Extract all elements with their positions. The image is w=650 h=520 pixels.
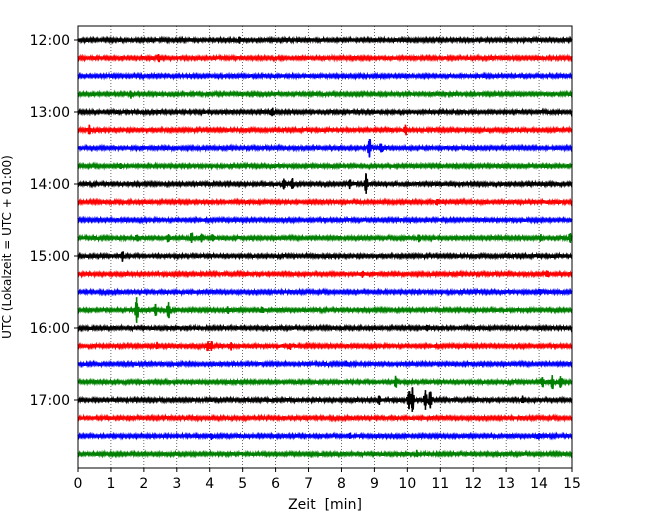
x-tick-label: 14 — [530, 476, 548, 492]
x-axis-ticks: 0 1 2 3 4 5 6 7 8 9 10 11 12 13 14 15 — [74, 468, 581, 492]
trace-line — [77, 251, 573, 262]
trace-row — [77, 53, 573, 63]
x-tick-label: 11 — [431, 476, 449, 492]
x-tick-label: 10 — [398, 476, 416, 492]
trace-row — [77, 215, 573, 225]
seismic-traces — [77, 35, 573, 459]
trace-row — [77, 287, 573, 297]
trace-row — [77, 138, 573, 158]
trace-row — [77, 375, 573, 390]
trace-row — [77, 413, 573, 423]
x-tick-label: 4 — [205, 476, 214, 492]
x-axis-label: Zeit [min] — [288, 497, 362, 513]
trace-line — [77, 269, 573, 279]
x-tick-label: 8 — [337, 476, 346, 492]
trace-row — [77, 359, 573, 369]
plot-frame — [77, 25, 573, 469]
trace-line — [77, 124, 573, 136]
trace-row — [77, 107, 573, 117]
trace-row — [77, 269, 573, 279]
x-tick-label: 9 — [370, 476, 379, 492]
trace-line — [77, 287, 573, 297]
trace-row — [77, 35, 573, 45]
trace-row — [77, 297, 573, 323]
plot-background — [78, 26, 572, 468]
trace-row — [77, 431, 573, 441]
trace-row — [77, 449, 573, 459]
trace-line — [77, 89, 573, 99]
trace-line — [77, 215, 573, 225]
trace-line — [77, 359, 573, 369]
trace-line — [77, 387, 573, 410]
x-tick-label: 7 — [304, 476, 313, 492]
trace-row — [77, 89, 573, 99]
x-tick-label: 3 — [172, 476, 181, 492]
y-axis-ticks: 12:00 13:00 14:00 15:00 16:00 17:00 — [30, 33, 78, 409]
y-tick-label: 14:00 — [30, 177, 70, 193]
trace-line — [77, 302, 573, 321]
y-tick-label: 12:00 — [30, 33, 70, 49]
x-tick-label: 1 — [106, 476, 115, 492]
trace-line — [77, 173, 573, 191]
trace-row — [77, 387, 573, 412]
trace-line — [77, 138, 573, 158]
x-tick-label: 15 — [563, 476, 581, 492]
trace-line — [77, 431, 573, 441]
trace-line — [77, 161, 573, 171]
x-tick-label: 0 — [74, 476, 83, 492]
trace-row — [77, 124, 573, 136]
x-tick-label: 6 — [271, 476, 280, 492]
y-tick-label: 17:00 — [30, 393, 70, 409]
trace-line — [77, 413, 573, 423]
trace-row — [77, 341, 573, 352]
y-axis-label: UTC (Lokalzeit = UTC + 01:00) — [0, 155, 14, 339]
trace-line — [77, 232, 573, 243]
trace-line — [77, 341, 573, 352]
trace-row — [77, 323, 573, 333]
y-tick-label: 13:00 — [30, 105, 70, 121]
trace-line — [77, 197, 573, 207]
trace-row — [77, 251, 573, 262]
trace-row — [77, 173, 573, 194]
y-tick-label: 16:00 — [30, 321, 70, 337]
trace-line — [77, 323, 573, 333]
trace-row — [77, 232, 573, 243]
x-tick-label: 5 — [238, 476, 247, 492]
trace-line — [77, 53, 573, 63]
trace-row — [77, 71, 573, 81]
trace-line — [77, 375, 573, 390]
trace-line — [77, 71, 573, 81]
x-tick-label: 2 — [139, 476, 148, 492]
trace-line — [77, 449, 573, 459]
trace-line — [77, 107, 573, 117]
trace-line — [77, 35, 573, 45]
trace-row — [77, 161, 573, 171]
trace-row — [77, 197, 573, 207]
x-tick-label: 12 — [464, 476, 482, 492]
x-tick-label: 13 — [497, 476, 515, 492]
y-tick-label: 15:00 — [30, 249, 70, 265]
